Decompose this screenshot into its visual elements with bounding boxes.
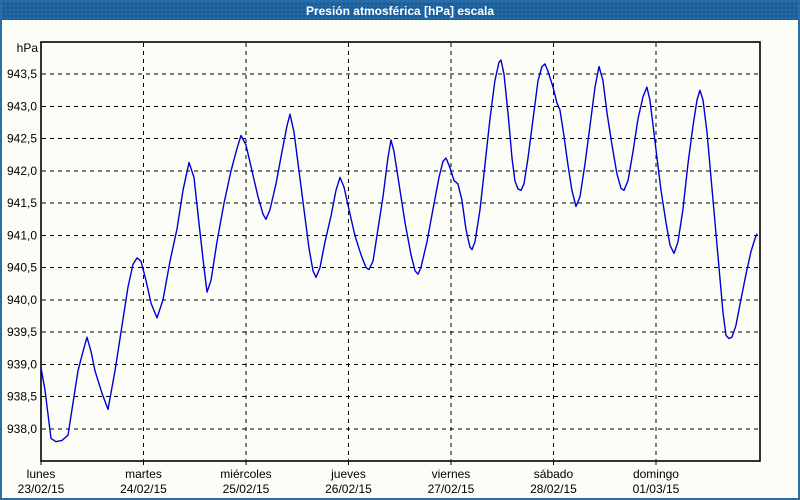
x-tick-weekday: domingo <box>633 467 679 481</box>
x-tick-date: 23/02/15 <box>18 482 65 496</box>
y-tick-label: 943,5 <box>7 67 37 81</box>
x-tick-weekday: sábado <box>534 467 574 481</box>
y-tick-label: 938,5 <box>7 390 37 404</box>
title-bar: Presión atmosférica [hPa] escala <box>2 2 798 20</box>
x-tick-weekday: martes <box>125 467 162 481</box>
y-tick-label: 940,5 <box>7 261 37 275</box>
x-tick-date: 01/03/15 <box>633 482 680 496</box>
y-tick-label: 943,0 <box>7 99 37 113</box>
chart-title: Presión atmosférica [hPa] escala <box>305 4 495 18</box>
x-tick-date: 24/02/15 <box>120 482 167 496</box>
plot-border <box>40 41 761 462</box>
y-tick-label: 941,5 <box>7 196 37 210</box>
y-axis-unit-label: hPa <box>17 41 39 55</box>
x-tick-date: 25/02/15 <box>223 482 270 496</box>
pressure-line <box>40 59 758 443</box>
y-tick-label: 938,0 <box>7 422 37 436</box>
x-tick-weekday: jueves <box>330 467 366 481</box>
y-tick-label: 940,0 <box>7 293 37 307</box>
x-tick-date: 28/02/15 <box>530 482 577 496</box>
y-tick-label: 941,0 <box>7 228 37 242</box>
x-tick-date: 26/02/15 <box>325 482 372 496</box>
y-tick-label: 939,5 <box>7 325 37 339</box>
x-tick-date: 27/02/15 <box>428 482 475 496</box>
y-tick-label: 942,0 <box>7 164 37 178</box>
x-tick-weekday: viernes <box>432 467 471 481</box>
y-tick-label: 939,0 <box>7 357 37 371</box>
x-tick-weekday: miércoles <box>220 467 271 481</box>
x-tick-weekday: lunes <box>27 467 56 481</box>
y-tick-label: 942,5 <box>7 132 37 146</box>
